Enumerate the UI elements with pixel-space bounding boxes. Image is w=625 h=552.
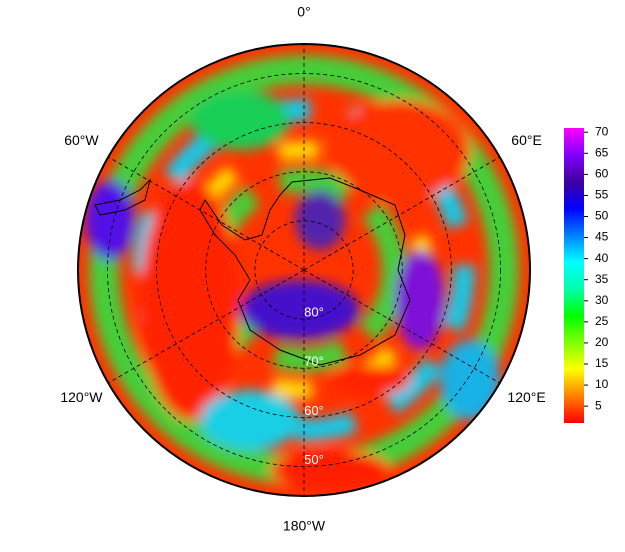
latitude-label: 60°: [304, 403, 324, 418]
colorbar-tick-label: 40: [595, 251, 609, 265]
colorbar-tick-label: 55: [595, 188, 609, 202]
meridian: [303, 269, 500, 384]
colorbar-tick-label: 5: [595, 398, 602, 412]
longitude-label: 180°W: [283, 518, 326, 534]
meridian: [108, 269, 305, 384]
latitude-label: 80°: [304, 305, 324, 320]
longitude-label: 120°W: [60, 389, 103, 405]
coastline: [94, 178, 151, 216]
colorbar-tick-label: 25: [595, 314, 609, 328]
longitude-label: 0°: [297, 4, 310, 20]
colorbar-tick-label: 35: [595, 272, 609, 286]
coastline: [199, 177, 411, 366]
latitude-label: 50°: [304, 452, 324, 467]
meridian: [303, 156, 500, 271]
colorbar-tick-label: 45: [595, 230, 609, 244]
colorbar: [564, 128, 584, 423]
colorbar-tick-label: 65: [595, 145, 609, 159]
colorbar-tick-label: 30: [595, 293, 609, 307]
labels: 80° 70° 60° 50° 0° 60°E 120°E 180°W 120°W 60°W: [60, 4, 545, 534]
colorbar-tick-label: 10: [595, 377, 609, 391]
longitude-label: 60°E: [511, 132, 542, 148]
colorbar-tick-label: 50: [595, 209, 609, 223]
colorbar-tick-label: 70: [595, 124, 609, 138]
longitude-label: 120°E: [507, 389, 545, 405]
colorbar-tick-label: 60: [595, 167, 609, 181]
latitude-label: 70°: [304, 354, 324, 369]
meridian: [108, 156, 305, 271]
graticule: [107, 44, 501, 496]
map-border: [77, 43, 531, 497]
colorbar-tick-label: 20: [595, 335, 609, 349]
colorbar-tick-label: 15: [595, 356, 609, 370]
longitude-label: 60°W: [64, 132, 99, 148]
